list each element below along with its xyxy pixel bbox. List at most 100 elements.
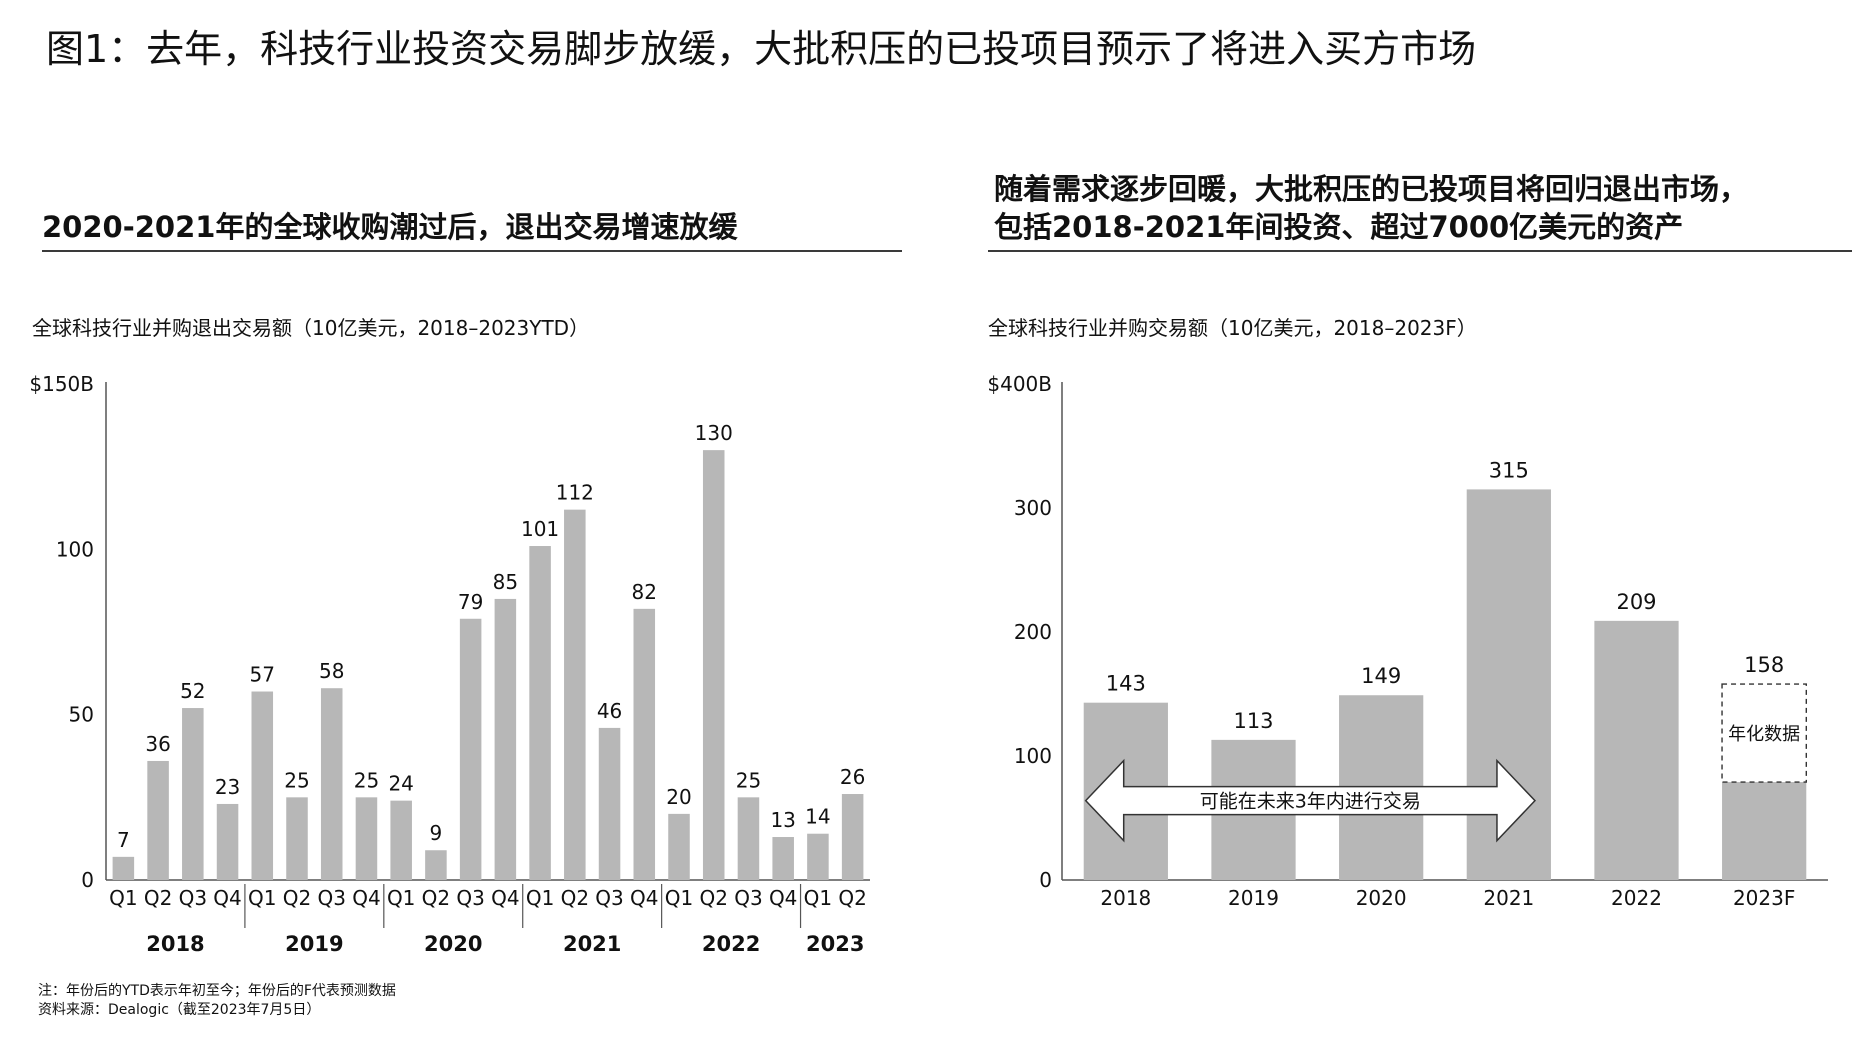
data-label: 57 [250, 663, 275, 687]
year-group-label: 2019 [285, 932, 343, 956]
bar [841, 794, 864, 880]
x-tick-label: Q2 [422, 886, 450, 910]
footnote-source: 资料来源：Dealogic（截至2023年7月5日） [38, 1002, 321, 1018]
bar [286, 797, 308, 880]
bar [182, 708, 204, 880]
right-heading-rule [988, 250, 1852, 252]
x-tick-label: Q1 [665, 886, 693, 910]
data-label: 58 [319, 659, 344, 683]
bar [633, 608, 656, 880]
data-label: 20 [666, 785, 691, 809]
bar-annualized-outline [1721, 683, 1807, 783]
x-tick-label: Q1 [526, 886, 554, 910]
left-heading-rule [42, 250, 902, 252]
bar [1594, 620, 1679, 880]
y-tick-label: 300 [1014, 496, 1052, 520]
x-tick-label: 2022 [1611, 886, 1662, 910]
right-chart-subtitle: 全球科技行业并购交易额（10亿美元，2018–2023F） [988, 316, 1477, 340]
data-label: 13 [770, 808, 795, 832]
x-tick-label: Q4 [352, 886, 380, 910]
data-label: 36 [145, 732, 170, 756]
page-title: 图1：去年，科技行业投资交易脚步放缓，大批积压的已投项目预示了将进入买方市场 [46, 27, 1477, 71]
left-chart-subtitle: 全球科技行业并购退出交易额（10亿美元，2018–2023YTD） [32, 316, 590, 340]
right-panel-heading-line1: 随着需求逐步回暖，大批积压的已投项目将回归退出市场， [994, 172, 1749, 206]
x-tick-label: Q1 [804, 886, 832, 910]
x-tick-label: Q3 [317, 886, 345, 910]
data-label: 82 [632, 580, 657, 604]
bar [216, 803, 239, 880]
data-label: 130 [695, 421, 733, 445]
bar [772, 837, 794, 880]
x-tick-label: 2019 [1228, 886, 1279, 910]
x-tick-label: Q4 [769, 886, 797, 910]
data-label: 79 [458, 590, 483, 614]
year-group-label: 2022 [702, 932, 760, 956]
year-group-label: 2020 [424, 932, 482, 956]
annualized-label: 年化数据 [1728, 724, 1800, 745]
x-tick-label: Q2 [283, 886, 311, 910]
data-label: 101 [521, 517, 559, 541]
year-group-label: 2018 [146, 932, 204, 956]
x-tick-label: Q2 [838, 886, 866, 910]
y-tick-label: 50 [69, 703, 94, 727]
x-tick-label: Q2 [699, 886, 727, 910]
bar [598, 727, 621, 880]
data-label: 9 [430, 821, 443, 845]
bar [112, 856, 135, 880]
x-tick-label: Q2 [561, 886, 589, 910]
x-tick-label: Q3 [595, 886, 623, 910]
bar [668, 813, 690, 880]
right-panel-heading-line2: 包括2018-2021年间投资、超过7000亿美元的资产 [994, 210, 1684, 244]
y-tick-label: $400B [987, 372, 1052, 396]
x-tick-label: 2018 [1100, 886, 1151, 910]
data-label: 209 [1616, 590, 1656, 614]
y-tick-label: 100 [1014, 744, 1052, 768]
footnotes: 注：年份后的YTD表示年初至今；年份后的F代表预测数据 资料来源：Dealogi… [38, 982, 396, 1020]
data-label: 25 [736, 768, 761, 792]
x-tick-label: Q3 [734, 886, 762, 910]
data-label: 158 [1744, 653, 1784, 677]
y-tick-label: 100 [56, 537, 94, 561]
x-tick-label: Q2 [144, 886, 172, 910]
data-label: 143 [1106, 672, 1146, 696]
bar [494, 598, 517, 880]
data-label: 25 [354, 768, 379, 792]
x-tick-label: 2021 [1483, 886, 1534, 910]
bar [355, 797, 378, 880]
bar [320, 688, 343, 880]
data-label: 46 [597, 699, 622, 723]
bar [425, 850, 447, 880]
y-tick-label: 0 [81, 868, 94, 892]
y-tick-label: $150B [29, 372, 94, 396]
bar [390, 800, 412, 880]
x-tick-label: Q1 [248, 886, 276, 910]
data-label: 85 [493, 570, 518, 594]
data-label: 113 [1233, 709, 1273, 733]
data-label: 14 [805, 805, 830, 829]
double-arrow [1084, 758, 1536, 843]
bar-actual-2023 [1722, 782, 1807, 880]
data-label: 7 [117, 828, 130, 852]
footnote-note: 注：年份后的YTD表示年初至今；年份后的F代表预测数据 [38, 983, 396, 999]
data-label: 315 [1489, 458, 1529, 482]
x-tick-label: Q4 [213, 886, 241, 910]
bar [459, 618, 482, 880]
data-label: 149 [1361, 664, 1401, 688]
arrow-label: 可能在未来3年内进行交易 [1200, 791, 1421, 813]
x-tick-label: Q3 [179, 886, 207, 910]
left-panel-heading: 2020-2021年的全球收购潮过后，退出交易增速放缓 [42, 210, 738, 244]
bar [807, 833, 829, 880]
data-label: 52 [180, 679, 205, 703]
bar [251, 691, 274, 880]
x-tick-label: Q1 [109, 886, 137, 910]
year-group-label: 2023 [806, 932, 864, 956]
bar [529, 546, 551, 880]
y-tick-label: 0 [1039, 868, 1052, 892]
bar [737, 797, 760, 880]
data-label: 23 [215, 775, 240, 799]
x-tick-label: Q4 [491, 886, 519, 910]
data-label: 26 [840, 765, 865, 789]
x-tick-label: Q3 [456, 886, 484, 910]
